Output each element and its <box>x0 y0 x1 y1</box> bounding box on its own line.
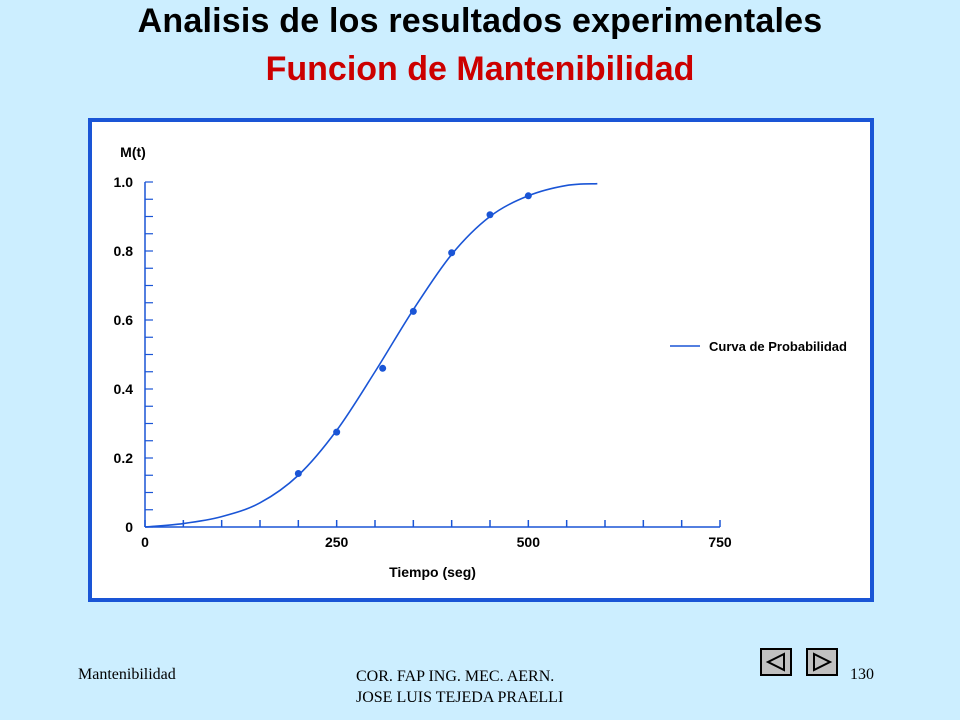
footer-author: COR. FAP ING. MEC. AERN. JOSE LUIS TEJED… <box>356 666 563 708</box>
slide-subtitle: Funcion de Mantenibilidad <box>265 50 695 88</box>
legend-label: Curva de Probabilidad <box>709 339 847 354</box>
triangle-right-icon <box>813 652 833 672</box>
data-point <box>294 470 302 478</box>
previous-slide-button[interactable] <box>760 648 792 676</box>
data-point <box>486 211 494 219</box>
x-tick-label: 250 <box>325 534 349 550</box>
data-point <box>448 249 456 257</box>
y-tick-label: 0.4 <box>114 381 134 397</box>
page-number: 130 <box>850 666 874 683</box>
x-tick-label: 500 <box>517 534 541 550</box>
x-axis-label: Tiempo (seg) <box>389 564 476 580</box>
y-tick-label: 0 <box>125 519 133 535</box>
footer-topic: Mantenibilidad <box>78 666 176 683</box>
y-axis-label: M(t) <box>120 144 146 160</box>
data-point <box>409 307 417 315</box>
slide-title: Analisis de los resultados experimentale… <box>137 2 823 40</box>
series-line <box>144 182 598 528</box>
footer-author-line1: COR. FAP ING. MEC. AERN. <box>356 668 555 685</box>
x-tick-label: 750 <box>708 534 732 550</box>
y-tick-label: 0.8 <box>114 243 134 259</box>
footer-author-line2: JOSE LUIS TEJEDA PRAELLI <box>356 689 564 706</box>
y-tick-label: 0.6 <box>114 312 134 328</box>
triangle-left-icon <box>765 652 785 672</box>
y-tick-label: 0.2 <box>114 450 134 466</box>
data-point <box>524 192 532 200</box>
data-point <box>379 364 387 372</box>
maintainability-chart: 0 250 500 750 0 0.2 0.4 0.6 0.8 1.0 M(t) Tiempo (se… <box>114 144 848 580</box>
x-tick-label: 0 <box>141 534 149 550</box>
data-point <box>333 428 341 436</box>
y-tick-label: 1.0 <box>114 174 134 190</box>
chart-frame: 0 250 500 750 0 0.2 0.4 0.6 0.8 1.0 M(t) Tiempo (se… <box>88 118 874 602</box>
next-slide-button[interactable] <box>806 648 838 676</box>
